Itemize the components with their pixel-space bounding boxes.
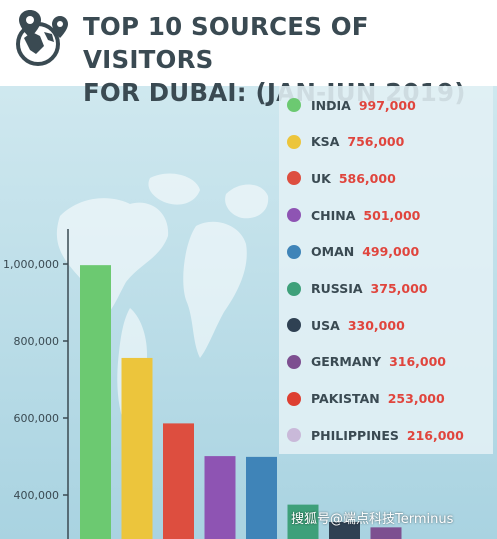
legend-item-russia: RUSSIA 375,000 <box>279 277 427 301</box>
legend-dot-icon <box>287 318 301 333</box>
legend-item-ksa: KSA 756,000 <box>279 130 404 154</box>
chart-title: TOP 10 SOURCES OF VISITORS FOR DUBAI: (J… <box>83 10 497 109</box>
legend-label: OMAN <box>311 244 355 260</box>
legend-item-philippines: PHILIPPINES 216,000 <box>279 423 464 447</box>
legend-value: 375,000 <box>370 281 428 296</box>
legend-item-oman: OMAN 499,000 <box>279 240 419 264</box>
legend-value: 997,000 <box>358 97 416 113</box>
bar-india <box>80 265 111 539</box>
title-line-1: TOP 10 SOURCES OF VISITORS <box>83 12 369 74</box>
bar-china <box>204 456 236 539</box>
legend-item-china: CHINA 501,000 <box>279 203 420 227</box>
legend-dot-icon <box>287 281 301 296</box>
legend-value: 586,000 <box>338 170 396 186</box>
legend-label: RUSSIA <box>311 281 363 296</box>
legend-dot-icon <box>287 98 301 112</box>
bar-usa <box>329 521 360 539</box>
legend: INDIA 997,000 KSA 756,000 UK 586,000 CHINA 501,… <box>279 86 493 454</box>
watermark: 搜狐号@端点科技Terminus <box>291 512 454 527</box>
y-tick-label: 800,000 <box>14 335 60 348</box>
bar-germany <box>370 527 402 539</box>
legend-value: 499,000 <box>362 244 420 260</box>
legend-label: CHINA <box>311 207 356 223</box>
bar-russia <box>287 504 319 539</box>
legend-value: 216,000 <box>406 427 464 443</box>
legend-dot-icon <box>287 208 301 223</box>
bar-uk <box>163 423 194 539</box>
legend-item-pakistan: PAKISTAN 253,000 <box>279 387 445 411</box>
legend-dot-icon <box>287 428 301 443</box>
y-tick-label: 1,000,000 <box>3 258 59 271</box>
legend-label: PHILIPPINES <box>311 427 399 443</box>
y-tick-label: 400,000 <box>14 489 60 502</box>
legend-item-germany: GERMANY 316,000 <box>279 350 446 374</box>
legend-dot-icon <box>287 391 301 406</box>
legend-dot-icon <box>287 244 301 259</box>
legend-value: 253,000 <box>387 391 445 407</box>
bar-oman <box>246 456 277 539</box>
header: TOP 10 SOURCES OF VISITORS FOR DUBAI: (J… <box>0 0 497 107</box>
legend-item-uk: UK 586,000 <box>279 166 396 190</box>
legend-label: GERMANY <box>311 354 382 370</box>
globe-location-pin-icon <box>16 10 68 66</box>
legend-value: 756,000 <box>347 134 405 150</box>
legend-item-india: INDIA 997,000 <box>279 93 416 117</box>
legend-item-usa: USA 330,000 <box>279 313 405 337</box>
legend-dot-icon <box>287 354 301 369</box>
legend-dot-icon <box>287 171 301 186</box>
legend-label: KSA <box>311 134 340 150</box>
legend-label: PAKISTAN <box>311 391 380 407</box>
legend-label: USA <box>311 317 340 333</box>
legend-dot-icon <box>287 134 301 149</box>
legend-value: 501,000 <box>363 207 421 223</box>
bar-ksa <box>121 357 153 539</box>
legend-value: 330,000 <box>347 317 405 333</box>
legend-label: UK <box>311 170 331 186</box>
legend-value: 316,000 <box>389 354 446 370</box>
y-tick-label: 600,000 <box>14 412 60 425</box>
legend-label: INDIA <box>311 97 351 113</box>
